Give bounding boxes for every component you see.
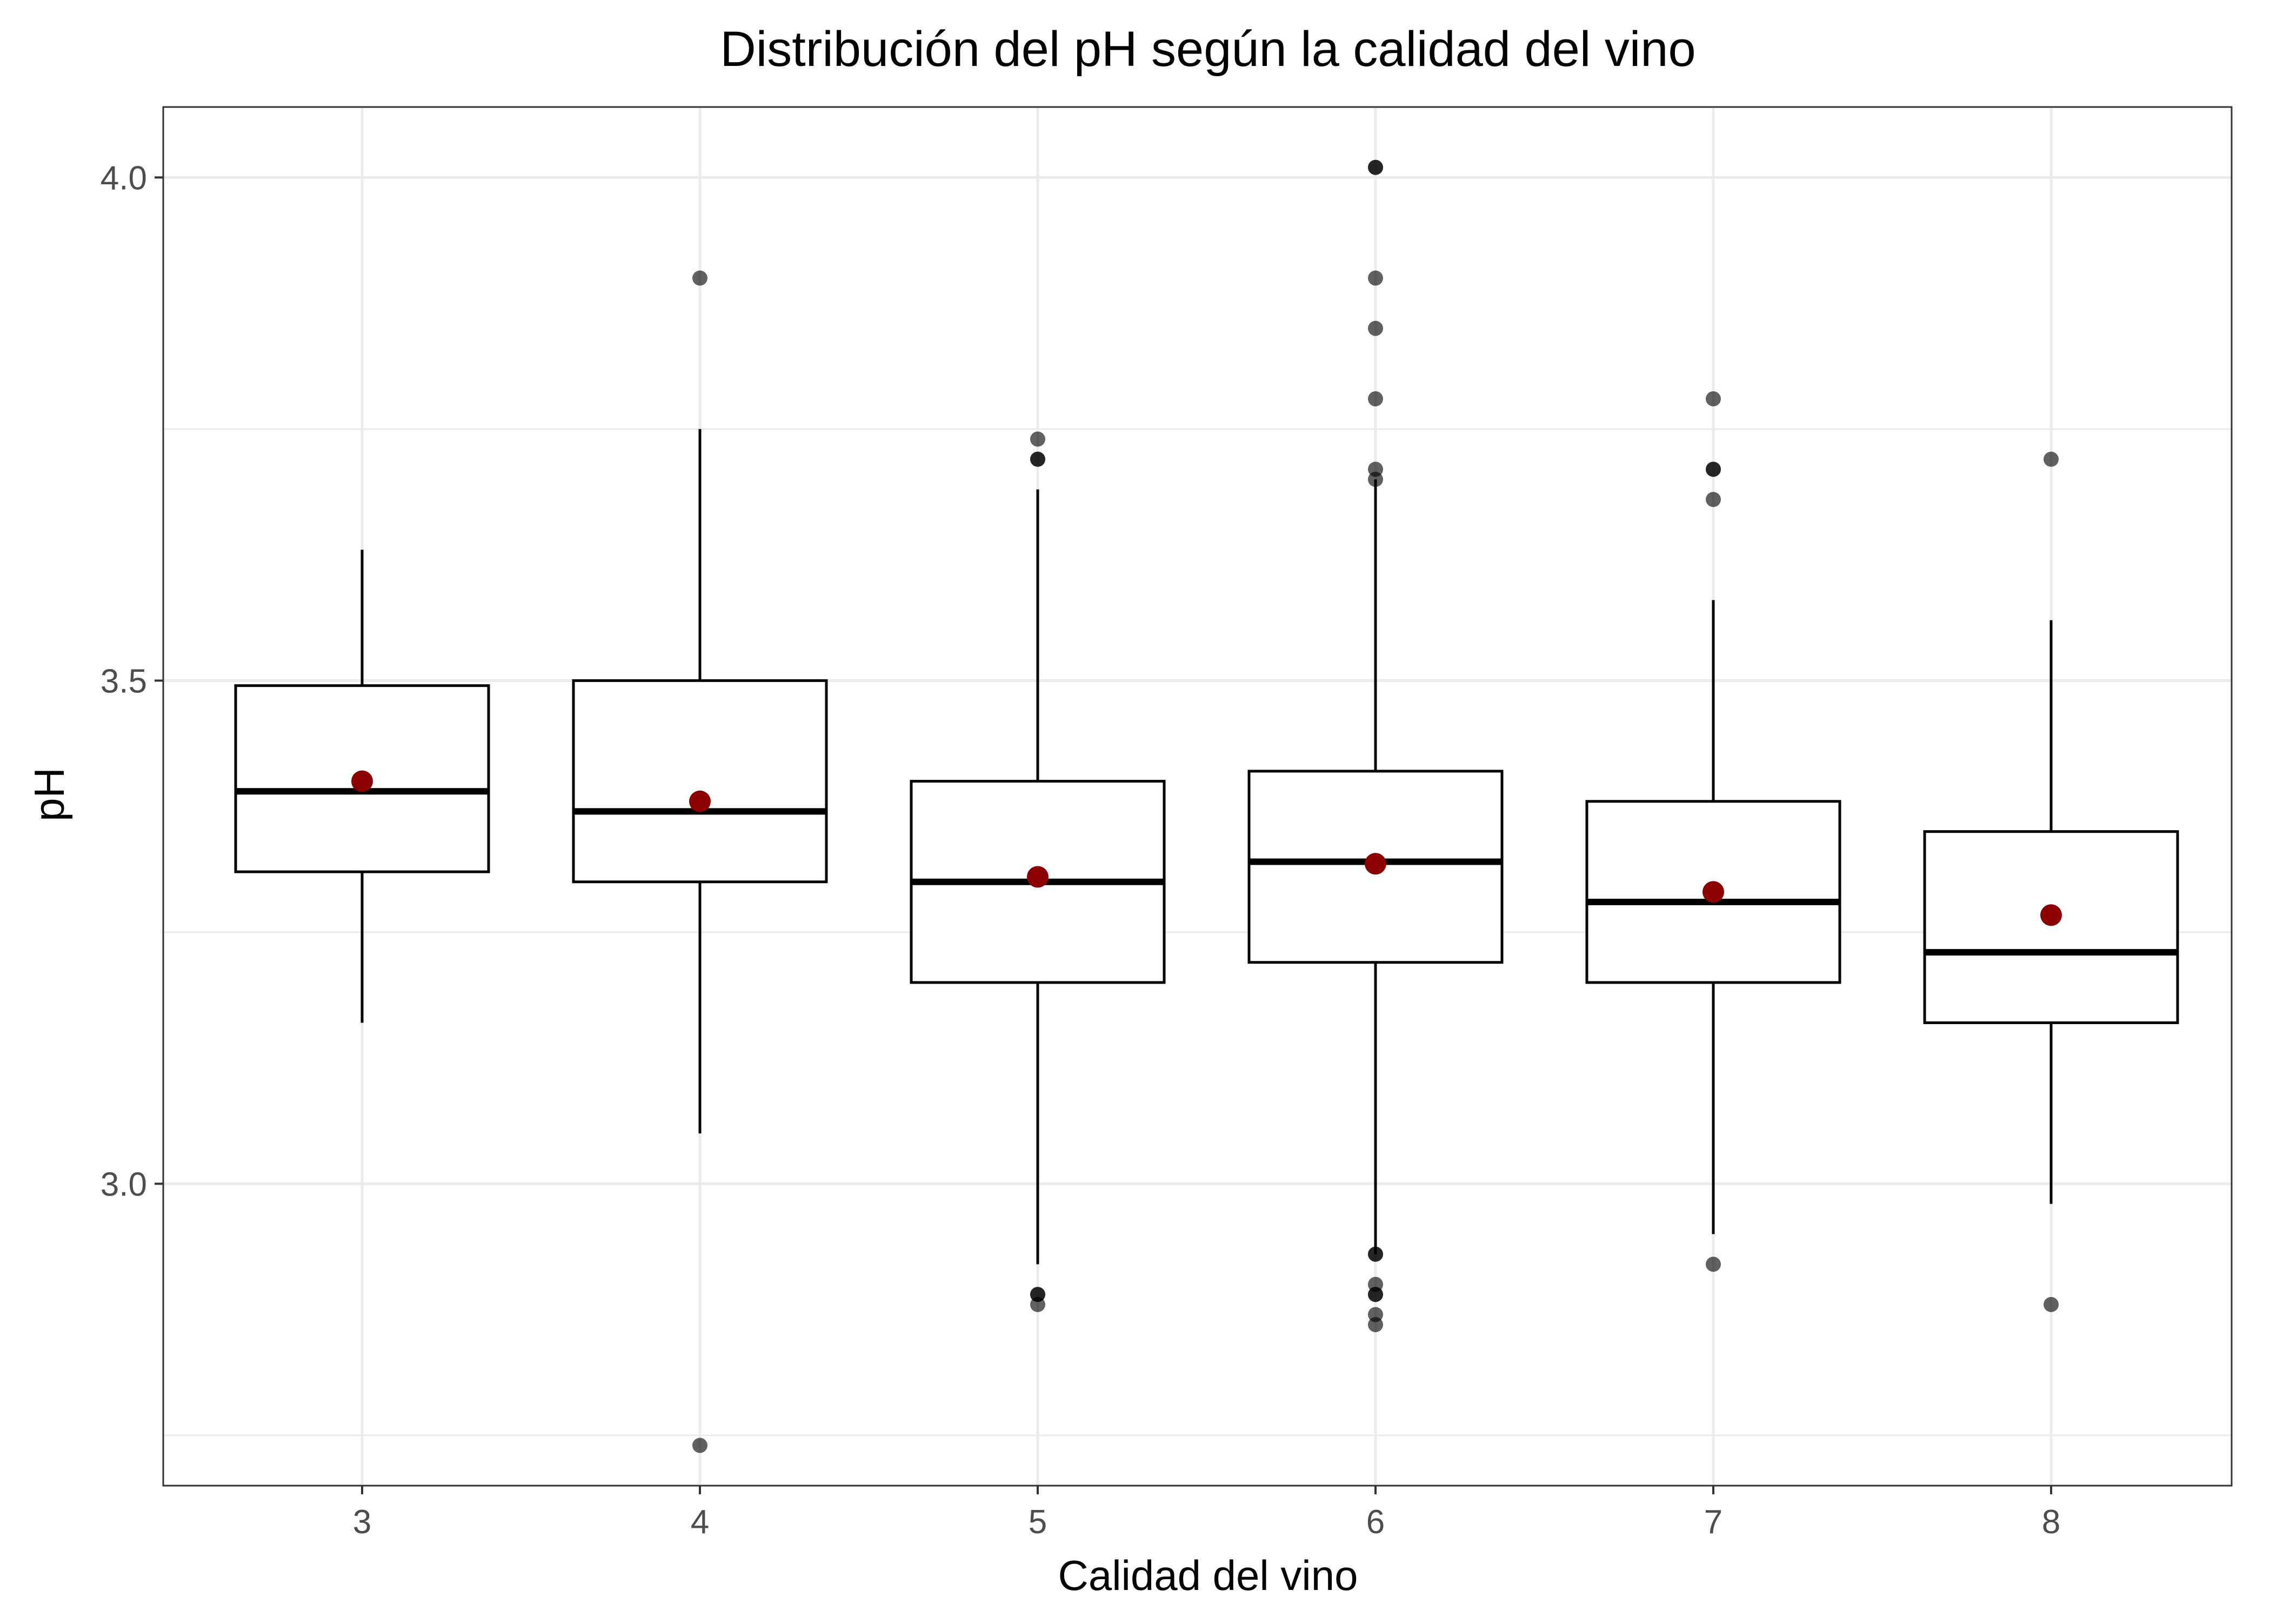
axes-layer: 3.0 3.5 4.0 3 4 5 6 7 8 — [101, 159, 2060, 1541]
outlier-point — [692, 1438, 707, 1453]
y-tick-label: 3.5 — [101, 663, 147, 700]
y-tick-label: 4.0 — [101, 159, 147, 197]
mean-point — [1702, 881, 1724, 903]
outlier-point — [1030, 451, 1045, 467]
box-group-7 — [1585, 391, 1841, 1272]
outlier-point — [1368, 391, 1383, 406]
x-tick-label: 6 — [1366, 1503, 1385, 1541]
outlier-point — [692, 270, 707, 286]
mean-point — [1365, 853, 1386, 875]
outlier-point — [1706, 391, 1721, 406]
marks-layer — [234, 159, 2179, 1453]
x-tick-label: 7 — [1704, 1503, 1722, 1541]
box-iqr — [572, 679, 828, 884]
outlier-point — [1368, 159, 1383, 175]
outlier-point — [1368, 320, 1383, 336]
outlier-point — [2044, 451, 2059, 467]
box-group-4 — [572, 270, 828, 1453]
mean-point — [2040, 904, 2062, 926]
outlier-point — [1368, 1307, 1383, 1322]
outlier-point — [1706, 462, 1721, 477]
mean-point — [1027, 866, 1049, 888]
x-tick-label: 5 — [1029, 1503, 1047, 1541]
box-iqr — [1923, 830, 2179, 1024]
outlier-point — [1368, 1246, 1383, 1262]
outlier-point — [1368, 462, 1383, 477]
panel-border — [162, 106, 2233, 1487]
y-axis-title: pH — [25, 767, 73, 821]
outlier-point — [1030, 1287, 1045, 1302]
box-group-8 — [1923, 451, 2179, 1312]
outlier-point — [1030, 431, 1045, 447]
box-group-5 — [910, 431, 1166, 1312]
x-axis-title: Calidad del vino — [1058, 1552, 1358, 1599]
panel-background — [163, 107, 2232, 1486]
x-tick-label: 8 — [2042, 1503, 2060, 1541]
y-tick-label: 3.0 — [101, 1166, 147, 1203]
outlier-point — [1706, 1257, 1721, 1272]
outlier-point — [1706, 492, 1721, 507]
box-group-6 — [1247, 159, 1504, 1333]
outlier-point — [1368, 270, 1383, 286]
x-tick-label: 4 — [691, 1503, 709, 1541]
x-tick-label: 3 — [353, 1503, 371, 1541]
mean-point — [689, 790, 711, 812]
outlier-point — [1368, 1277, 1383, 1292]
outlier-point — [2044, 1296, 2059, 1312]
mean-point — [351, 770, 373, 792]
box-group-3 — [234, 550, 490, 1023]
chart-title: Distribución del pH según la calidad del… — [720, 22, 1695, 77]
